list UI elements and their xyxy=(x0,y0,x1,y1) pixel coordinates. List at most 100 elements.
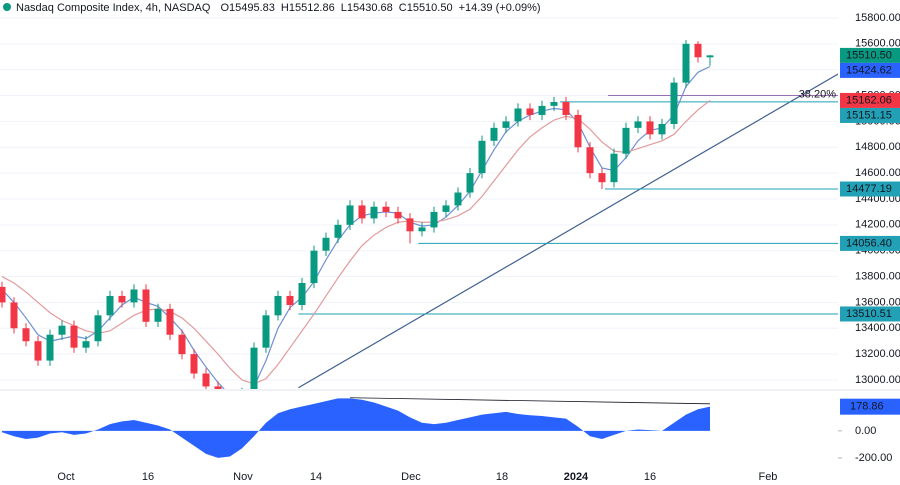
price-label-box xyxy=(840,47,900,63)
candle-body xyxy=(142,289,150,322)
candle-body xyxy=(322,237,330,251)
y-tick-label: 15600.00 xyxy=(855,38,900,50)
candle-body xyxy=(574,114,582,148)
candle-body xyxy=(118,295,126,303)
y-tick-label: 13400.00 xyxy=(855,322,900,334)
candle-body xyxy=(154,308,162,322)
header-key: H xyxy=(281,2,289,14)
candle-body xyxy=(562,102,570,115)
candle-body xyxy=(298,283,306,305)
candle-body xyxy=(454,192,462,206)
price-pane: 38.20% xyxy=(0,39,838,406)
candle-body xyxy=(646,121,654,135)
candle-body xyxy=(178,334,186,355)
moving-average xyxy=(1,99,711,385)
price-label-box xyxy=(840,306,900,322)
price-label: 15151.15 xyxy=(846,109,892,121)
y-tick-label: 13000.00 xyxy=(855,374,900,386)
x-tick-label: Nov xyxy=(233,471,253,483)
header-value: 15510.50 xyxy=(407,2,453,14)
header-value: 15430.68 xyxy=(347,2,393,14)
candle-body xyxy=(382,206,390,212)
price-label: 15510.50 xyxy=(846,49,892,61)
y-tick-label: 15800.00 xyxy=(855,12,900,24)
candle-body xyxy=(58,325,66,335)
candle-body xyxy=(634,121,642,128)
y-tick-label: 14800.00 xyxy=(855,141,900,153)
candle-body xyxy=(346,205,354,225)
fib-label: 38.20% xyxy=(799,88,837,100)
candle-body xyxy=(706,55,714,58)
candle-body xyxy=(514,108,522,122)
candle-body xyxy=(202,373,210,387)
candle-body xyxy=(370,206,378,219)
trendline xyxy=(298,73,838,389)
oscillator-area xyxy=(2,398,711,458)
candle-body xyxy=(106,295,114,316)
candle-body xyxy=(239,393,246,406)
candle-body xyxy=(310,250,318,284)
price-label-box xyxy=(840,181,900,197)
candle-body xyxy=(94,315,102,342)
header-key: L xyxy=(341,2,347,14)
price-label-box xyxy=(840,92,900,108)
axes: 13000.00 13200.00 13400.00 13600.00 13800.00… xyxy=(57,12,900,483)
price-label: 14056.40 xyxy=(846,237,892,249)
candle-body xyxy=(0,286,6,303)
x-tick-label: 16 xyxy=(644,471,656,483)
x-tick-label: Dec xyxy=(401,471,421,483)
candle-body xyxy=(34,341,42,361)
candle-body xyxy=(598,173,606,183)
candle-body xyxy=(442,205,450,212)
osc-tick-label: 0.00 xyxy=(855,425,876,437)
candle-body xyxy=(430,211,438,228)
candle-body xyxy=(70,325,78,348)
candle-body xyxy=(538,105,546,115)
candle-body xyxy=(658,123,666,135)
candle-body xyxy=(262,315,270,348)
candle-body xyxy=(466,173,474,193)
candle-body xyxy=(478,140,486,174)
y-tick-label: 13200.00 xyxy=(855,348,900,360)
candle-body xyxy=(502,121,510,128)
candle-body xyxy=(418,227,426,232)
header-value: 15495.83 xyxy=(229,2,275,14)
candle-body xyxy=(394,211,402,219)
x-tick-label: 2024 xyxy=(564,471,589,483)
price-label-box xyxy=(840,62,900,78)
price-label-box xyxy=(840,107,900,123)
candle-body xyxy=(250,347,258,389)
candle-body xyxy=(130,289,138,303)
candle-body xyxy=(550,102,558,106)
moving-average xyxy=(1,65,711,389)
osc-value-box xyxy=(840,398,900,415)
candle-body xyxy=(82,341,90,348)
osc-tick-label: -200.00 xyxy=(855,452,892,464)
candle-body xyxy=(46,334,54,361)
price-label: 15162.06 xyxy=(846,94,892,106)
candle-body xyxy=(610,153,618,183)
price-label: 13510.51 xyxy=(846,308,892,320)
candle-body xyxy=(334,224,342,238)
header-key: O xyxy=(220,2,229,14)
header-key: C xyxy=(399,2,407,14)
candle-body xyxy=(358,205,366,219)
y-tick-label: 13800.00 xyxy=(855,270,900,282)
x-tick-label: Oct xyxy=(57,471,74,483)
header-change: +14.39 (+0.09%) xyxy=(459,2,541,14)
header: Nasdaq Composite Index, 4h, NASDAQ O 15495… xyxy=(3,2,541,14)
divergence-line xyxy=(349,397,711,405)
candle-body xyxy=(274,295,282,316)
y-tick-label: 14200.00 xyxy=(855,219,900,231)
candle-body xyxy=(190,354,198,374)
x-tick-label: 18 xyxy=(496,471,508,483)
candle-body xyxy=(622,127,630,154)
header-value: 15512.86 xyxy=(289,2,335,14)
candle-body xyxy=(694,43,702,58)
candle-body xyxy=(586,147,594,174)
y-tick-label: 13600.00 xyxy=(855,296,900,308)
price-label: 15424.62 xyxy=(846,64,892,76)
header-title: Nasdaq Composite Index, 4h, NASDAQ xyxy=(16,2,211,14)
candle-body xyxy=(682,43,690,83)
